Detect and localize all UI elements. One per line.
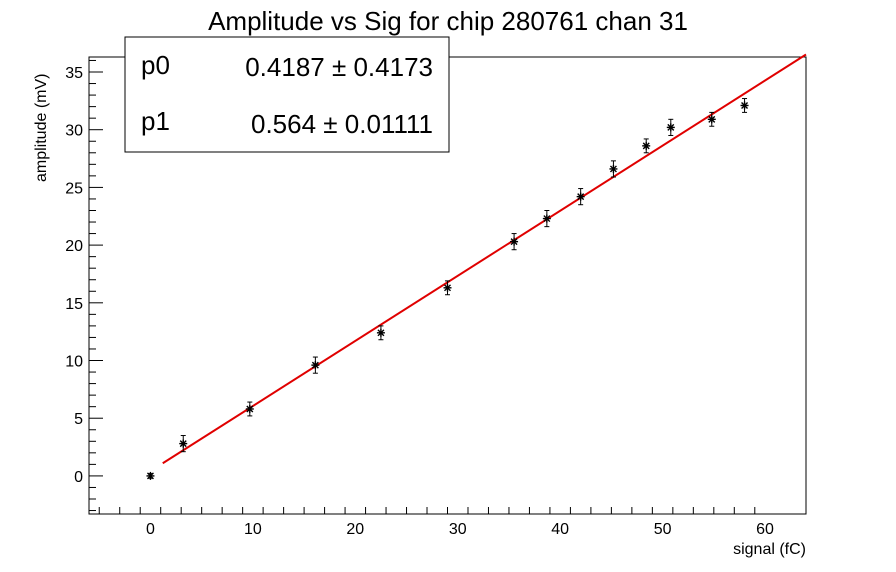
marker-stroke: [510, 238, 518, 246]
p1-error: 0.01111: [345, 109, 433, 139]
data-point: [642, 138, 651, 154]
data-point: [542, 209, 551, 228]
marker-stroke: [708, 115, 716, 123]
point-marker: [642, 141, 651, 150]
p0-estimate: 0.4187: [245, 52, 325, 82]
x-tick-label: 10: [244, 521, 262, 538]
marker-stroke: [179, 440, 187, 448]
p0-error: 0.4173: [353, 52, 433, 82]
fit-layer: [162, 53, 807, 465]
y-tick-label: 10: [65, 354, 83, 371]
y-tick-label: 5: [74, 411, 83, 428]
p1-name: p1: [141, 106, 170, 136]
data-point: [666, 118, 675, 136]
y-axis-label: amplitude (mV): [33, 74, 50, 182]
data-point: [740, 98, 749, 113]
point-marker: [179, 439, 188, 448]
marker-stroke: [741, 101, 749, 109]
x-tick-label: 50: [654, 521, 672, 538]
marker-stroke: [642, 142, 650, 150]
y-tick-label: 25: [65, 180, 83, 197]
point-marker: [576, 192, 585, 201]
p0-name: p0: [141, 50, 170, 80]
marker-stroke: [543, 215, 551, 223]
data-point: [707, 111, 716, 127]
p1-value: 0.564 ± 0.01111: [251, 109, 433, 139]
data-point: [245, 401, 254, 417]
point-marker: [245, 404, 254, 413]
x-tick-label: 40: [551, 521, 569, 538]
marker-stroke: [246, 405, 254, 413]
point-marker: [311, 361, 320, 370]
data-point: [609, 160, 618, 178]
point-marker: [542, 214, 551, 223]
data-point: [443, 280, 452, 296]
x-axis-label: signal (fC): [733, 541, 806, 558]
y-tick-label: 20: [65, 238, 83, 255]
data-point: [576, 188, 585, 206]
fit-line: [162, 53, 807, 465]
marker-stroke: [377, 329, 385, 337]
x-tick-label: 30: [449, 521, 467, 538]
point-marker: [376, 328, 385, 337]
data-point: [376, 325, 385, 341]
x-axis-ticks: 0 10 20 30 40 50 60: [98, 507, 774, 538]
chart-title: Amplitude vs Sig for chip 280761 chan 31: [208, 6, 688, 36]
data-points: [146, 98, 749, 480]
x-tick-label: 60: [756, 521, 774, 538]
x-tick-label: 20: [346, 521, 364, 538]
point-marker: [609, 164, 618, 173]
y-tick-label: 0: [74, 469, 83, 486]
data-point: [311, 356, 320, 374]
marker-stroke: [577, 193, 585, 201]
fit-stats-box: p0 0.4187 ± 0.4173 p1 0.564 ± 0.01111: [124, 36, 450, 153]
marker-stroke: [311, 361, 319, 369]
marker-stroke: [146, 472, 154, 480]
point-marker: [666, 123, 675, 132]
point-marker: [510, 237, 519, 246]
point-marker: [707, 115, 716, 124]
y-tick-label: 30: [65, 123, 83, 140]
p0-value: 0.4187 ± 0.4173: [245, 52, 433, 82]
point-marker: [443, 283, 452, 292]
point-marker: [146, 471, 155, 480]
y-tick-label: 35: [65, 65, 83, 82]
stats-box-frame: [124, 36, 450, 153]
x-tick-label: 0: [146, 521, 155, 538]
marker-stroke: [667, 123, 675, 131]
data-point: [146, 471, 155, 480]
data-point: [510, 233, 519, 251]
data-point: [179, 435, 188, 453]
y-axis-ticks: 0 5 10 15 20 25 30 35: [65, 59, 103, 512]
p1-estimate: 0.564: [251, 109, 316, 139]
marker-stroke: [609, 165, 617, 173]
point-marker: [740, 101, 749, 110]
marker-stroke: [444, 284, 451, 292]
y-tick-label: 15: [65, 296, 83, 313]
